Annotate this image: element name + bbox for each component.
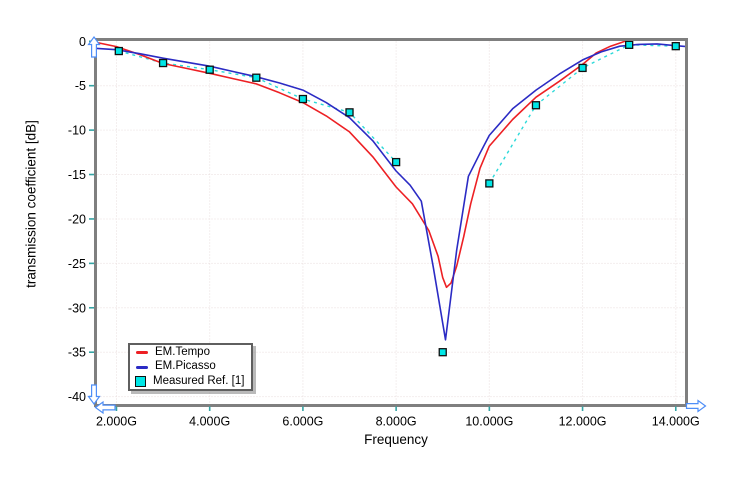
x-tick-label: 2.000G bbox=[96, 415, 137, 429]
series-curves bbox=[97, 40, 685, 341]
legend-label-em-tempo: EM.Tempo bbox=[155, 345, 210, 358]
pan-right-arrow-icon[interactable] bbox=[685, 399, 707, 413]
legend-item-measured-ref: Measured Ref. [1] bbox=[130, 375, 251, 389]
y-tick-label: 0 bbox=[79, 35, 86, 49]
legend-swatch-measured-ref bbox=[135, 376, 146, 387]
y-tick-label: -25 bbox=[68, 257, 86, 271]
tick-labels: 0 -5 -10 -15 -20 -25 -30 -35 -40 2.000G 4.000G 6.00… bbox=[68, 35, 700, 429]
measured-point-marker bbox=[438, 348, 447, 357]
y-tick-label: -5 bbox=[75, 79, 86, 93]
pan-down-arrow-icon[interactable] bbox=[87, 384, 101, 406]
gridlines bbox=[97, 41, 685, 404]
measured-point-marker bbox=[578, 63, 587, 73]
y-tick-label: -15 bbox=[68, 168, 86, 182]
measured-ref-dashed-line bbox=[488, 44, 676, 184]
y-tick-label: -30 bbox=[68, 301, 86, 315]
measured-point-marker bbox=[298, 94, 308, 104]
x-tick-label: 10.000G bbox=[465, 415, 513, 429]
y-tick-label: -20 bbox=[68, 212, 86, 226]
legend-swatch-em-picasso bbox=[136, 365, 148, 369]
y-axis-title: transmission coefficient [dB] bbox=[23, 120, 39, 288]
x-tick-label: 14.000G bbox=[652, 415, 700, 429]
em-picasso-curve bbox=[97, 43, 685, 341]
measured-point-marker bbox=[252, 73, 261, 82]
measured-point-marker bbox=[345, 108, 354, 117]
legend-item-em-picasso: EM.Picasso bbox=[130, 360, 251, 374]
axis-pan-arrows bbox=[87, 35, 707, 415]
x-tick-label: 6.000G bbox=[282, 415, 323, 429]
measured-point-marker bbox=[158, 58, 168, 68]
measured-point-marker bbox=[671, 42, 680, 51]
x-tick-label: 8.000G bbox=[376, 415, 417, 429]
measured-ref-markers bbox=[114, 40, 680, 357]
legend-swatch-em-tempo bbox=[136, 351, 148, 354]
legend-label-em-picasso: EM.Picasso bbox=[155, 360, 216, 373]
legend-item-em-tempo: EM.Tempo bbox=[130, 346, 251, 360]
y-tick-label: -10 bbox=[68, 124, 86, 138]
pan-up-arrow-icon[interactable] bbox=[87, 35, 101, 58]
x-tick-label: 12.000G bbox=[559, 415, 607, 429]
measured-point-marker bbox=[114, 46, 123, 56]
legend-label-measured-ref: Measured Ref. [1] bbox=[153, 374, 245, 387]
measured-point-marker bbox=[531, 101, 541, 110]
measured-point-marker bbox=[625, 40, 634, 49]
measured-point-marker bbox=[485, 179, 494, 188]
legend[interactable]: EM.Tempo EM.Picasso Measured Ref. [1] bbox=[128, 343, 253, 391]
y-tick-label: -40 bbox=[68, 390, 86, 404]
y-tick-label: -35 bbox=[68, 346, 86, 360]
plot-border bbox=[94, 38, 688, 407]
x-tick-label: 4.000G bbox=[189, 415, 230, 429]
em-tempo-curve bbox=[97, 40, 629, 289]
measured-point-marker bbox=[205, 65, 214, 74]
x-axis-title: Frequency bbox=[364, 432, 428, 447]
measured-point-marker bbox=[391, 157, 401, 167]
measured-ref-dashed-line bbox=[118, 50, 397, 163]
pan-left-arrow-icon[interactable] bbox=[94, 400, 116, 415]
